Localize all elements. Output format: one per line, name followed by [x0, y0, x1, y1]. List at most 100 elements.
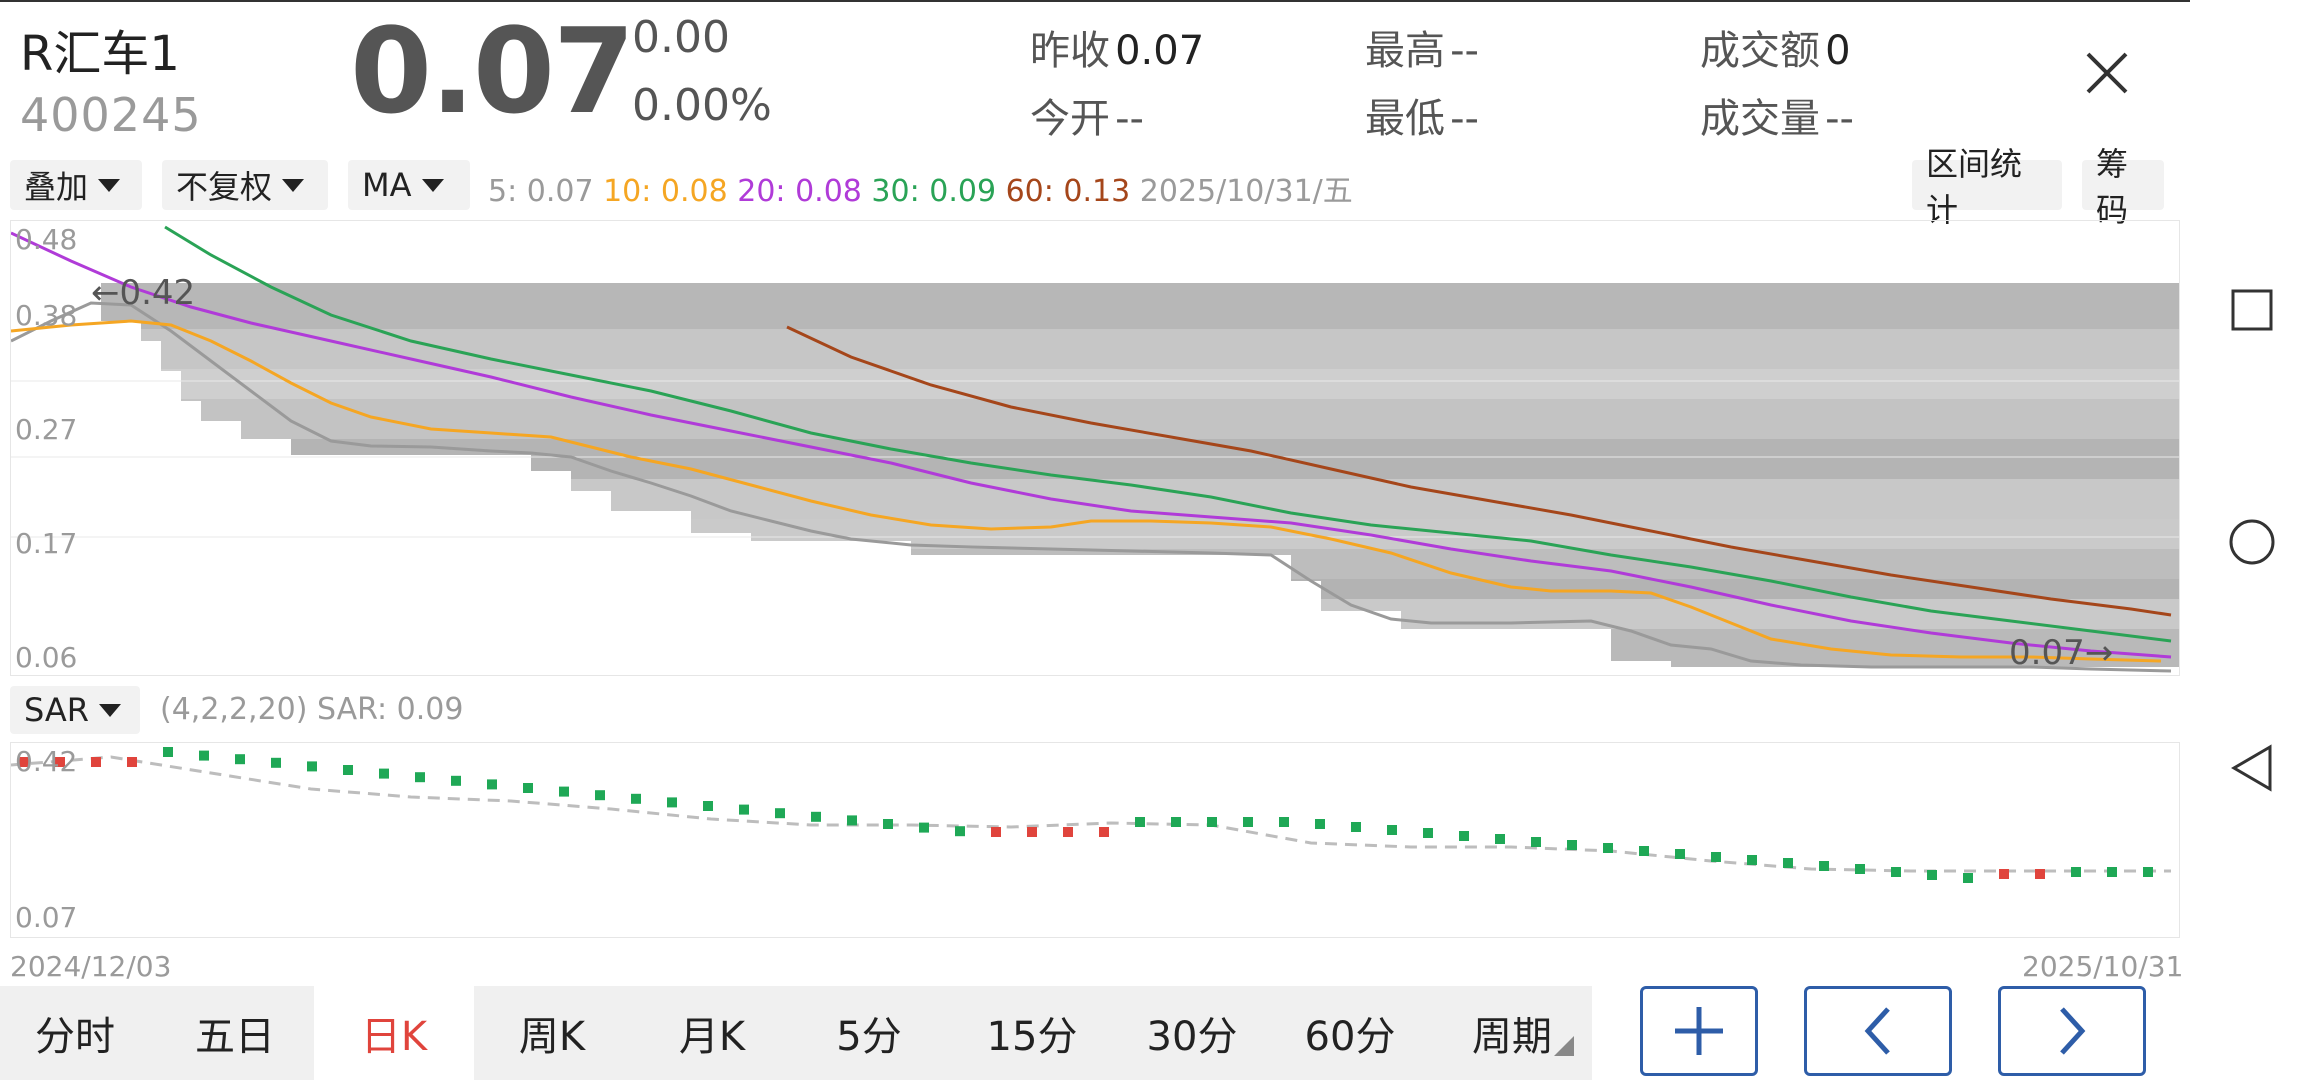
sar-dot	[1711, 852, 1721, 862]
ma20-line	[11, 231, 2172, 659]
sar-dot	[1531, 837, 1541, 847]
indicator-label: SAR	[24, 691, 90, 729]
sar-dot	[739, 804, 749, 815]
high-value: --	[1450, 28, 1479, 74]
sar-dot	[91, 757, 101, 767]
range-stats-button[interactable]: 区间统计	[1912, 145, 2062, 229]
sar-dot	[775, 808, 785, 819]
tab-weekly-k[interactable]: 周K	[518, 1014, 586, 1060]
x-axis-end: 2025/10/31	[2022, 950, 2184, 983]
low-label: 最低	[1365, 96, 1445, 142]
sar-dot	[559, 786, 569, 797]
sar-dot	[1783, 858, 1793, 868]
tab-5min[interactable]: 5分	[836, 1014, 902, 1060]
sar-dot	[2143, 867, 2153, 877]
y-tick-label: 0.27	[15, 413, 78, 446]
kline-chart[interactable]: 0.48 0.38 0.27 0.17 0.06 ←0.42 0.07→	[10, 220, 2180, 676]
tab-60min[interactable]: 60分	[1304, 1014, 1396, 1060]
volume-label: 成交量	[1700, 96, 1820, 142]
overlay-label: 叠加	[24, 168, 89, 206]
sar-dot	[199, 750, 209, 761]
sar-dot	[235, 754, 245, 765]
adjust-dropdown[interactable]: 不复权	[162, 160, 328, 210]
stock-code: 400245	[20, 88, 202, 142]
back-icon[interactable]	[2230, 744, 2274, 796]
home-icon[interactable]	[2228, 518, 2276, 570]
zoom-in-button[interactable]	[1640, 986, 1758, 1076]
tab-daily-k[interactable]: 日K	[314, 986, 474, 1080]
chevron-down-icon	[282, 178, 305, 192]
ma-values: 5: 0.07 10: 0.08 20: 0.08 30: 0.09 60: 0…	[488, 166, 1353, 210]
sar-dot	[271, 757, 281, 768]
y-tick-label: 0.48	[15, 223, 78, 256]
sar-dot	[595, 790, 605, 801]
ma30-value: 30: 0.09	[871, 174, 997, 209]
prev-close-stat: 昨收 0.07	[1030, 18, 1204, 76]
y-tick-label: 0.17	[15, 527, 78, 560]
x-axis-start: 2024/12/03	[10, 950, 172, 983]
sar-dot	[955, 826, 965, 837]
sar-dot	[811, 811, 821, 822]
tab-15min[interactable]: 15分	[986, 1014, 1078, 1060]
sar-dot	[703, 801, 713, 811]
tab-30min[interactable]: 30分	[1146, 1014, 1238, 1060]
ma60-value: 60: 0.13	[1005, 174, 1131, 209]
sar-dot	[2071, 867, 2081, 877]
volume-stat: 成交量 --	[1700, 86, 1854, 144]
sar-dot	[1423, 828, 1433, 838]
prev-close-label: 昨收	[1030, 28, 1110, 74]
sar-chart[interactable]: 0.42 0.07	[10, 742, 2180, 938]
sar-dot	[307, 761, 317, 772]
current-price: 0.07	[350, 2, 635, 140]
max-price-marker: ←0.42	[91, 273, 196, 313]
sar-y-top: 0.42	[15, 745, 78, 778]
sar-dot	[2035, 869, 2045, 879]
ma5-value: 5: 0.07	[488, 174, 594, 209]
sar-dot	[127, 757, 137, 767]
prev-close-value: 0.07	[1115, 28, 1205, 74]
ma10-value: 10: 0.08	[603, 174, 728, 209]
ma10-line	[11, 319, 2162, 663]
recent-apps-icon[interactable]	[2230, 288, 2274, 336]
sar-dot	[1315, 819, 1325, 829]
chevron-down-icon	[421, 178, 444, 192]
chart-date: 2025/10/31/五	[1139, 174, 1353, 209]
sar-dot	[1603, 843, 1613, 853]
ma5-line	[11, 301, 2172, 673]
sar-dot	[1855, 864, 1865, 874]
tab-monthly-k[interactable]: 月K	[678, 1014, 746, 1060]
tab-five-day[interactable]: 五日	[195, 1014, 275, 1060]
system-nav-bar	[2190, 0, 2306, 1080]
amount-label: 成交额	[1700, 28, 1820, 74]
sar-params: (4,2,2,20) SAR: 0.09	[160, 692, 464, 727]
sar-dot	[1999, 869, 2009, 879]
sar-dot	[379, 768, 389, 779]
indicator-dropdown[interactable]: SAR	[10, 686, 140, 734]
corner-triangle-icon	[1554, 1036, 1574, 1056]
prev-button[interactable]	[1804, 986, 1952, 1076]
ma-dropdown[interactable]: MA	[348, 160, 470, 210]
overlay-dropdown[interactable]: 叠加	[10, 160, 142, 210]
tab-period[interactable]: 周期	[1472, 1014, 1552, 1060]
close-icon[interactable]	[2080, 46, 2134, 100]
chip-distribution	[61, 283, 2179, 675]
top-divider	[0, 0, 2306, 2]
sar-dot	[487, 779, 497, 790]
period-tabs	[0, 986, 1592, 1080]
sar-dot	[415, 772, 425, 783]
sar-dot	[1819, 861, 1829, 871]
sar-dot	[1639, 846, 1649, 856]
chips-button[interactable]: 筹码	[2082, 145, 2164, 229]
sar-y-bottom: 0.07	[15, 901, 78, 934]
sar-dot	[1351, 822, 1361, 832]
next-button[interactable]	[1998, 986, 2146, 1076]
tab-timeshare[interactable]: 分时	[35, 1014, 115, 1060]
sar-dot	[1387, 825, 1397, 835]
ma30-line	[164, 225, 2172, 643]
plus-icon	[1675, 1007, 1723, 1055]
chevron-right-icon	[2060, 1007, 2086, 1055]
sar-dot	[55, 757, 65, 767]
stock-name: R汇车1	[20, 26, 180, 82]
y-tick-label: 0.06	[15, 641, 78, 674]
last-price-marker: 0.07→	[2009, 633, 2114, 673]
